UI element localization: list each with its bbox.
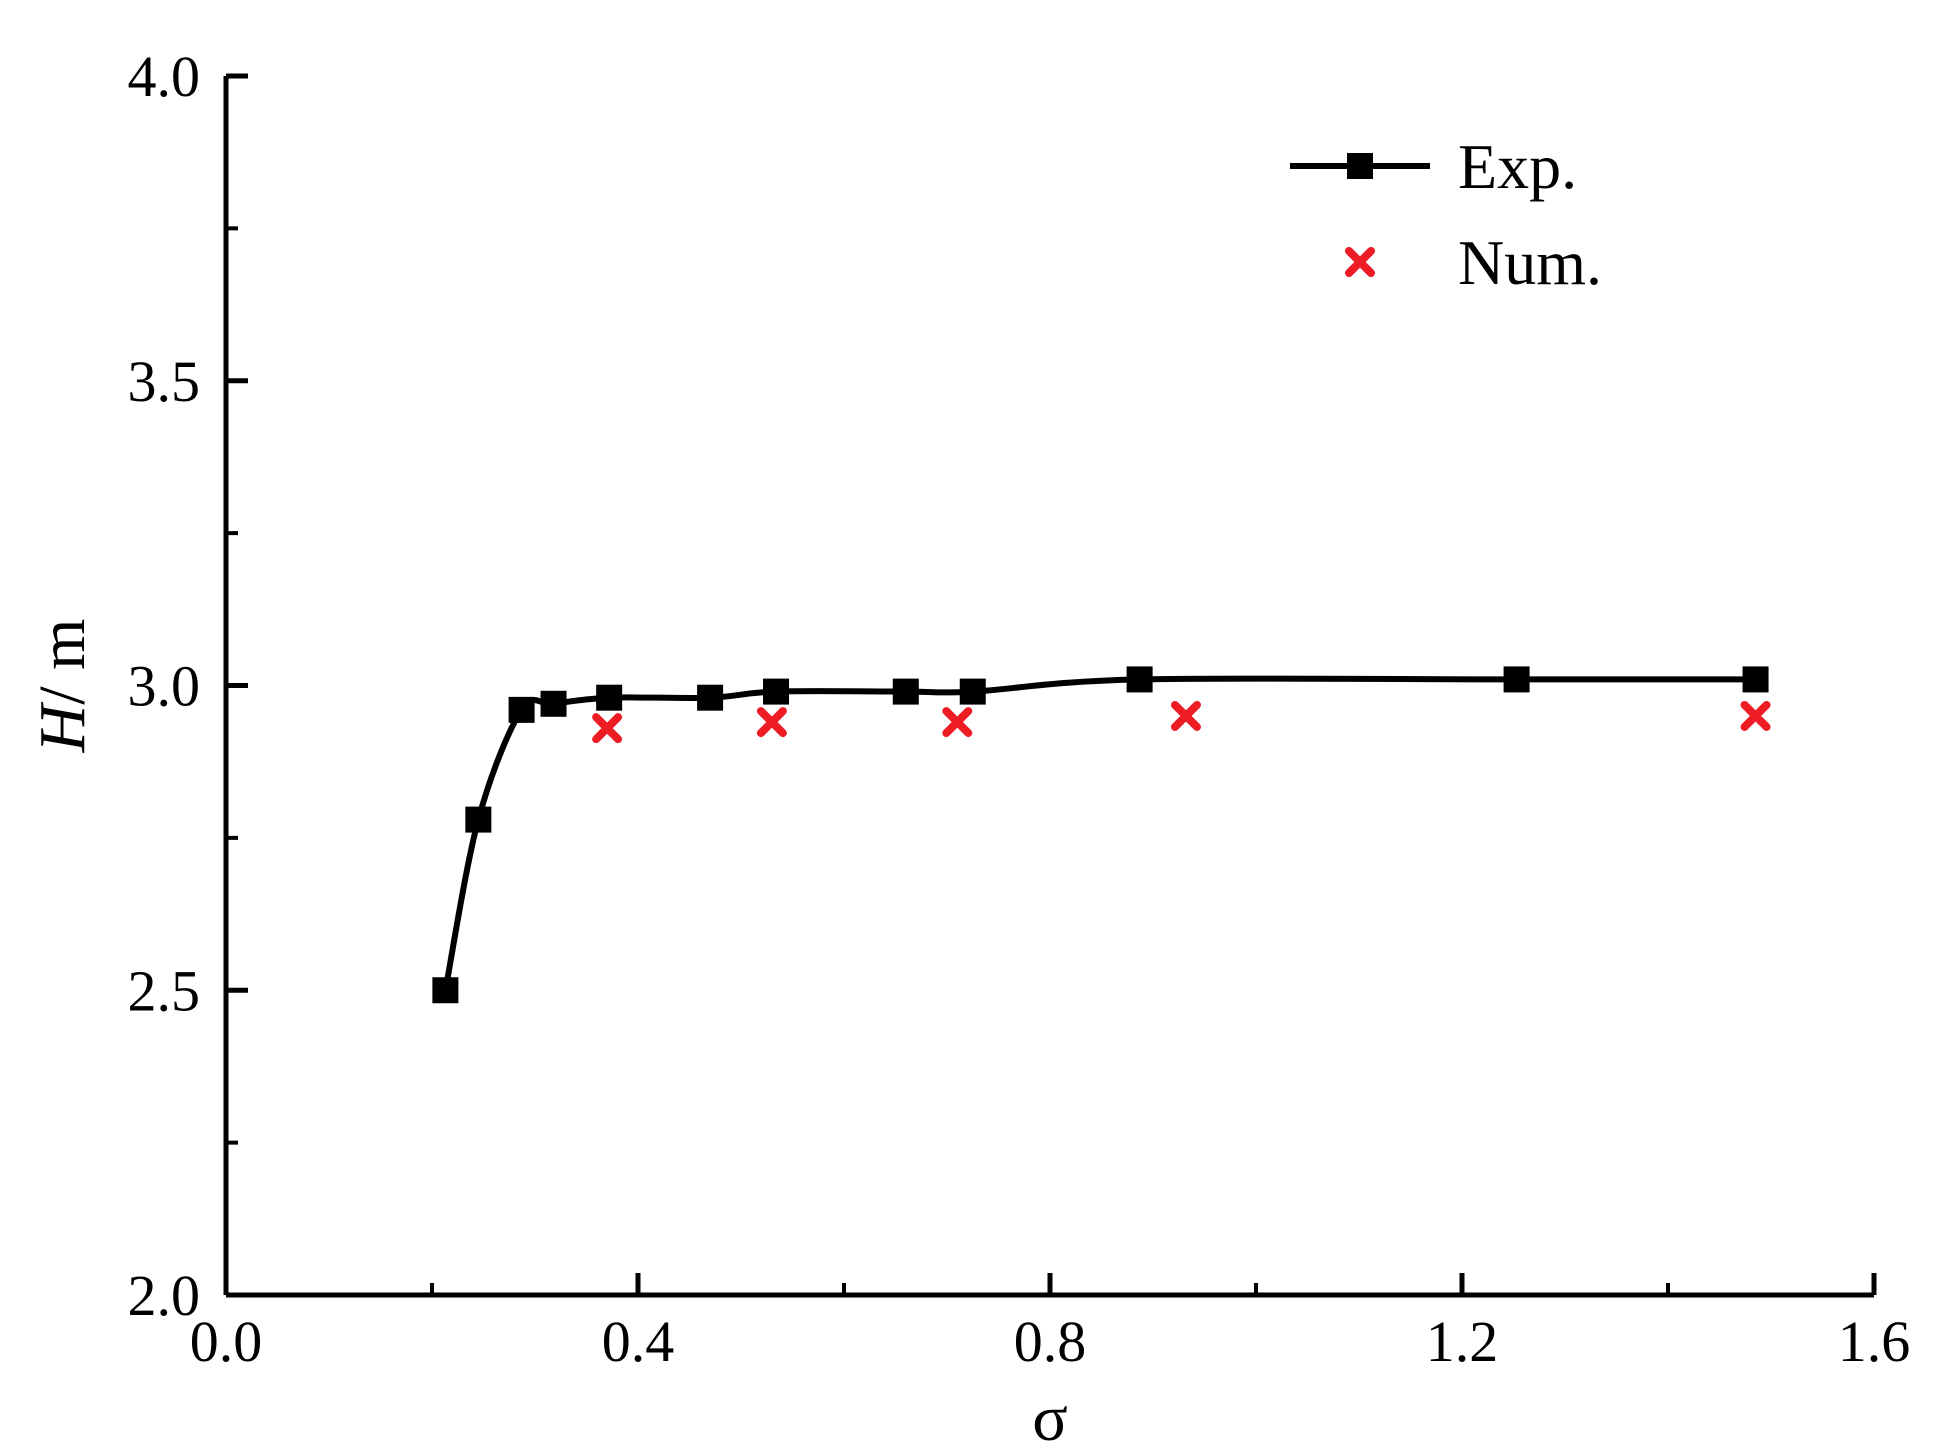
legend-label-exp: Exp. <box>1458 131 1577 202</box>
data-point-x <box>1170 700 1201 731</box>
legend-x-swatch <box>1345 247 1375 277</box>
legend-label-num: Num. <box>1458 227 1602 298</box>
x-tick-label: 0.4 <box>602 1309 675 1374</box>
legend: Exp. Num. <box>1290 131 1602 298</box>
data-point-square <box>763 678 790 705</box>
series-num <box>592 700 1771 744</box>
x-marker-stroke <box>1345 247 1375 277</box>
data-point-x <box>756 707 787 738</box>
x-tick-label: 1.2 <box>1426 1309 1499 1374</box>
data-point-x <box>592 713 623 744</box>
ticks-group: 0.0 0.4 0.8 1.2 1.6 2.0 2.5 3.0 3.5 4.0 <box>128 44 1911 1374</box>
data-point-square <box>1742 666 1769 693</box>
data-point-square <box>596 684 623 711</box>
data-point-square <box>892 678 919 705</box>
data-point-square <box>508 696 535 723</box>
x-marker-stroke <box>592 713 623 744</box>
y-tick-label: 2.0 <box>128 1263 201 1328</box>
x-marker-stroke <box>756 707 787 738</box>
data-point-square <box>697 684 724 711</box>
y-tick-label: 2.5 <box>128 958 201 1023</box>
x-tick-label: 0.8 <box>1014 1309 1087 1374</box>
x-tick-label: 1.6 <box>1838 1309 1911 1374</box>
data-point-x <box>1740 700 1771 731</box>
y-tick-label: 3.5 <box>128 349 201 414</box>
y-tick-label: 3.0 <box>128 654 201 719</box>
data-point-square <box>959 678 986 705</box>
legend-item-num: Num. <box>1345 227 1602 298</box>
x-axis-title: σ <box>1032 1382 1068 1452</box>
y-axis-title: H/ m <box>26 619 99 754</box>
x-marker-stroke <box>1170 700 1201 731</box>
data-point-square <box>1126 666 1153 693</box>
y-axis-title-symbol: H <box>26 701 99 753</box>
series-group <box>432 666 1771 1004</box>
data-point-square <box>540 690 567 717</box>
x-marker-stroke <box>942 707 973 738</box>
data-point-square <box>432 977 459 1004</box>
series-exp <box>432 666 1769 1004</box>
data-point-square <box>1503 666 1530 693</box>
legend-square-swatch <box>1347 153 1373 179</box>
data-point-x <box>942 707 973 738</box>
x-marker-stroke <box>1740 700 1771 731</box>
legend-item-exp: Exp. <box>1290 131 1577 202</box>
y-axis-title-unit: / m <box>26 619 99 705</box>
y-tick-label: 4.0 <box>128 44 201 109</box>
data-point-square <box>465 806 492 833</box>
series-line <box>442 675 1756 991</box>
x-tick-label: 0.0 <box>190 1309 263 1374</box>
